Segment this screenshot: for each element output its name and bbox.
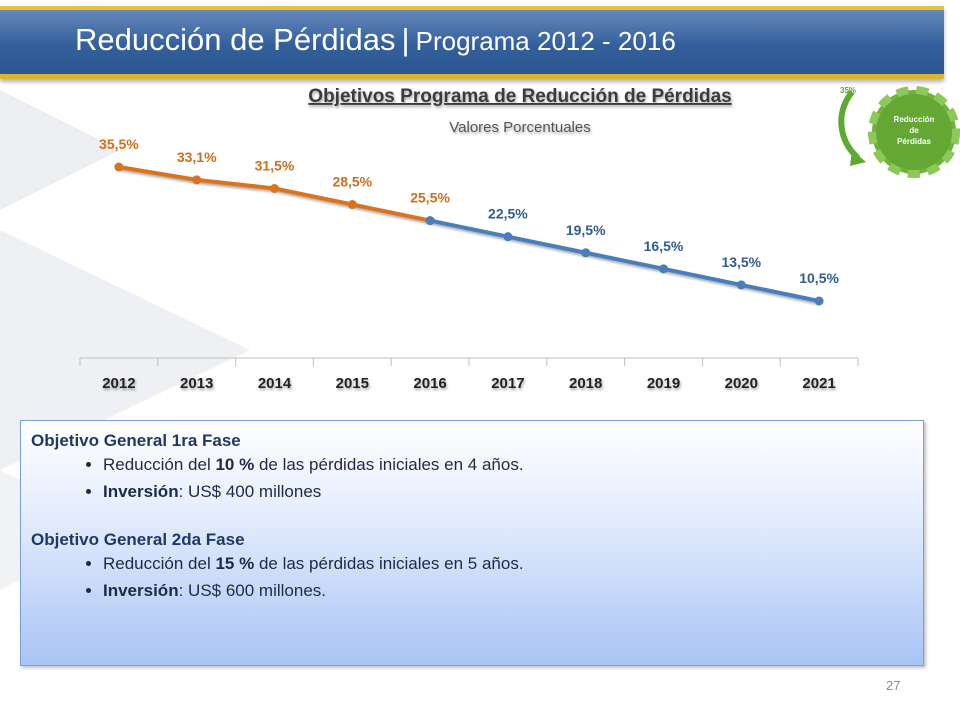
x-tick-label: 2012: [102, 375, 135, 392]
x-tick-label: 2014: [258, 375, 292, 392]
data-point: [503, 232, 513, 242]
bullet-text: Reducción del: [103, 554, 216, 573]
bullet: Inversión: US$ 600 millones.: [103, 581, 913, 601]
data-label: 31,5%: [255, 157, 295, 173]
bullet-list: Reducción del 10 % de las pérdidas inici…: [31, 455, 913, 502]
chart-subtitle: Valores Porcentuales: [449, 119, 590, 136]
data-point: [581, 248, 591, 258]
x-tick-label: 2019: [647, 375, 680, 392]
bg-shape: [0, 230, 250, 470]
data-point: [347, 200, 357, 210]
bullet-list: Reducción del 15 % de las pérdidas inici…: [31, 554, 913, 601]
x-tick-label: 2021: [802, 375, 835, 392]
bullet-emphasis: Inversión: [103, 482, 179, 501]
subtitle: Programa 2012 - 2016: [415, 26, 676, 56]
bullet: Reducción del 10 % de las pérdidas inici…: [103, 455, 913, 475]
x-tick-label: 2013: [180, 375, 213, 392]
bullet-text: : US$ 400 millones: [178, 482, 322, 501]
data-point: [814, 296, 824, 306]
data-label: 22,5%: [488, 206, 528, 222]
gear-body: [876, 94, 952, 170]
data-point: [192, 175, 202, 185]
x-tick-label: 2018: [569, 375, 602, 392]
gear-arrow: [838, 90, 861, 161]
x-tick-label: 2020: [725, 375, 758, 392]
header: Reducción de Pérdidas | Programa 2012 - 20…: [0, 6, 944, 79]
data-label: 28,5%: [332, 174, 372, 190]
gear-percent: 35%: [840, 86, 856, 95]
data-label: 13,5%: [721, 254, 761, 270]
bullet-text: de las pérdidas iniciales en 4 años.: [254, 455, 524, 474]
x-tick-label: 2015: [336, 375, 369, 392]
series-line: [118, 165, 431, 223]
bullet-emphasis: Inversión: [103, 581, 179, 600]
phase-heading: Objetivo General 2da Fase: [31, 530, 245, 549]
gear-arrow-head: [850, 150, 866, 166]
bullet-text: : US$ 600 millones.: [178, 581, 326, 600]
bullet-emphasis: 10 %: [215, 455, 255, 474]
page-number: 27: [886, 678, 901, 693]
data-label: 16,5%: [644, 238, 684, 254]
data-point: [114, 162, 124, 172]
gear-label: de: [909, 126, 919, 135]
bullet-emphasis: 15 %: [215, 554, 255, 573]
x-tick-label: 2016: [413, 375, 446, 392]
data-point: [659, 264, 668, 274]
data-label: 33,1%: [177, 149, 217, 165]
data-label: 19,5%: [566, 222, 606, 238]
x-tick-label: 2017: [491, 375, 524, 392]
bullet-text: Reducción del: [103, 455, 216, 474]
chart-title: Objetivos Programa de Reducción de Pérdi…: [308, 86, 731, 107]
data-point: [270, 183, 279, 193]
phase-heading: Objetivo General 1ra Fase: [31, 431, 241, 450]
data-label: 25,5%: [410, 190, 450, 206]
objectives-box: Objetivo General 1ra Fase Reducción del 1…: [20, 420, 924, 666]
data-point: [736, 280, 746, 290]
bg-shape: [0, 90, 120, 210]
data-label: 35,5%: [99, 136, 139, 152]
gear-label: Pérdidas: [897, 137, 931, 146]
gear-graphic: 35% Reducción de Pérdidas: [838, 86, 960, 178]
bullet-text: de las pérdidas iniciales en 5 años.: [254, 554, 524, 573]
chart: 35% Reducción de Pérdidas Objetivos Prog…: [79, 86, 960, 392]
title: Reducción de Pérdidas: [75, 22, 396, 57]
gear-label: Reducción: [894, 115, 935, 124]
data-point: [425, 216, 435, 226]
data-label: 10,5%: [799, 270, 839, 286]
header-title: Reducción de Pérdidas | Programa 2012 - 20…: [75, 22, 676, 58]
separator: |: [401, 22, 410, 57]
series-line: [429, 218, 820, 303]
bullet: Reducción del 15 % de las pérdidas inici…: [103, 554, 913, 574]
bullet: Inversión: US$ 400 millones: [103, 482, 913, 502]
